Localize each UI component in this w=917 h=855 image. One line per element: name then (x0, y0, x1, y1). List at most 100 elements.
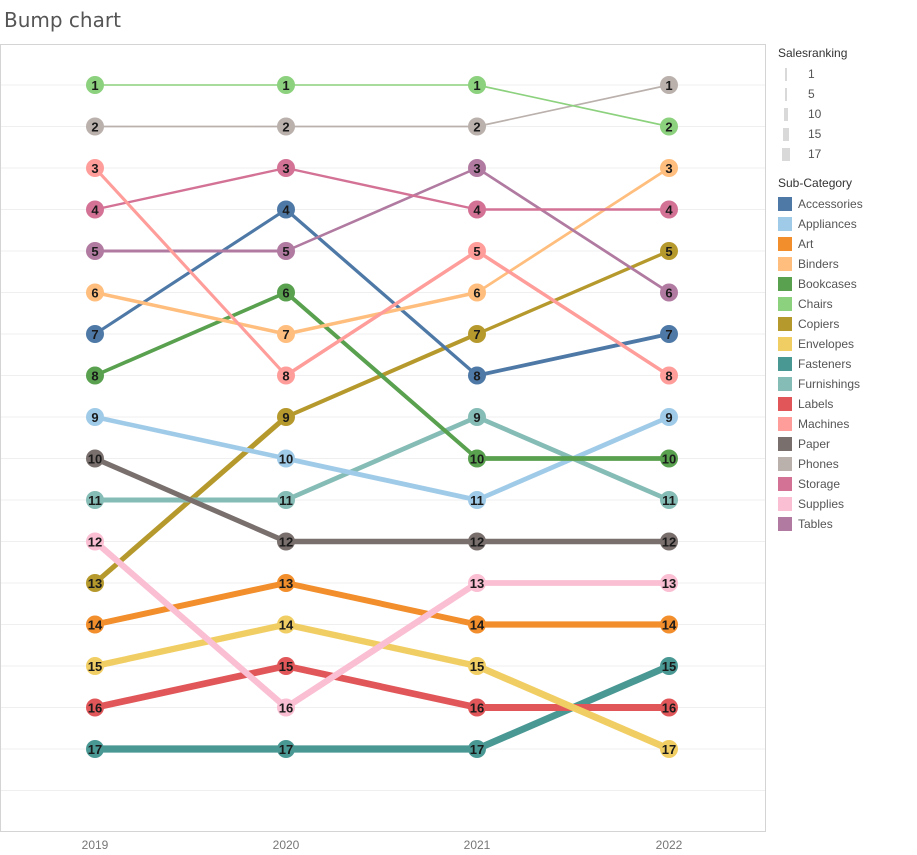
data-point-furnishings[interactable] (468, 408, 486, 426)
data-label: 10 (279, 452, 293, 467)
data-point-paper[interactable] (660, 532, 678, 551)
data-point-envelopes[interactable] (468, 657, 486, 675)
data-point-storage[interactable] (86, 200, 104, 219)
data-point-tables[interactable] (468, 159, 486, 177)
size-legend-item: 5 (778, 84, 847, 104)
data-point-envelopes[interactable] (86, 657, 104, 675)
data-point-fasteners[interactable] (660, 657, 678, 675)
data-point-phones[interactable] (660, 76, 678, 94)
data-point-binders[interactable] (468, 283, 486, 302)
data-point-accessories[interactable] (86, 325, 104, 343)
data-point-paper[interactable] (277, 532, 295, 551)
data-point-supplies[interactable] (86, 532, 104, 551)
data-point-phones[interactable] (86, 117, 104, 136)
data-point-chairs[interactable] (86, 76, 104, 94)
data-point-labels[interactable] (660, 698, 678, 717)
series-line-chairs (476, 84, 670, 128)
data-point-bookcases[interactable] (660, 449, 678, 468)
data-point-art[interactable] (277, 574, 295, 592)
legend-item-supplies[interactable]: Supplies (778, 494, 863, 514)
data-point-binders[interactable] (86, 283, 104, 302)
data-point-fasteners[interactable] (86, 740, 104, 758)
legend-label: Envelopes (798, 337, 855, 351)
legend-item-envelopes[interactable]: Envelopes (778, 334, 863, 354)
data-point-furnishings[interactable] (660, 491, 678, 509)
data-point-appliances[interactable] (660, 408, 678, 426)
data-point-phones[interactable] (468, 117, 486, 136)
data-point-copiers[interactable] (468, 325, 486, 343)
legend-item-copiers[interactable]: Copiers (778, 314, 863, 334)
data-point-storage[interactable] (277, 159, 295, 177)
legend-item-bookcases[interactable]: Bookcases (778, 274, 863, 294)
legend-item-tables[interactable]: Tables (778, 514, 863, 534)
data-point-machines[interactable] (660, 366, 678, 385)
data-point-tables[interactable] (86, 242, 104, 260)
data-point-chairs[interactable] (277, 76, 295, 94)
data-point-fasteners[interactable] (468, 740, 486, 758)
legend-item-chairs[interactable]: Chairs (778, 294, 863, 314)
x-tick-label: 2022 (656, 838, 683, 852)
series-line-bookcases (283, 290, 480, 461)
data-point-bookcases[interactable] (86, 366, 104, 385)
data-point-bookcases[interactable] (468, 449, 486, 468)
data-point-appliances[interactable] (86, 408, 104, 426)
data-label: 16 (470, 701, 484, 716)
data-point-storage[interactable] (660, 200, 678, 219)
data-point-paper[interactable] (86, 449, 104, 468)
legend-swatch (778, 437, 792, 451)
data-point-appliances[interactable] (277, 449, 295, 468)
data-point-furnishings[interactable] (86, 491, 104, 509)
data-point-accessories[interactable] (277, 200, 295, 219)
data-point-tables[interactable] (277, 242, 295, 260)
chart-title: Bump chart (4, 8, 121, 32)
legend-item-furnishings[interactable]: Furnishings (778, 374, 863, 394)
x-tick-label: 2021 (464, 838, 491, 852)
data-label: 1 (473, 78, 480, 93)
legend-swatch (778, 197, 792, 211)
data-point-art[interactable] (660, 615, 678, 634)
data-point-copiers[interactable] (86, 574, 104, 592)
legend-item-storage[interactable]: Storage (778, 474, 863, 494)
data-point-chairs[interactable] (468, 76, 486, 94)
data-point-labels[interactable] (277, 657, 295, 675)
data-point-art[interactable] (468, 615, 486, 634)
legend-item-binders[interactable]: Binders (778, 254, 863, 274)
data-point-accessories[interactable] (468, 366, 486, 385)
data-point-envelopes[interactable] (660, 740, 678, 758)
data-point-machines[interactable] (277, 366, 295, 385)
data-point-binders[interactable] (660, 159, 678, 177)
data-point-fasteners[interactable] (277, 740, 295, 758)
legend-item-phones[interactable]: Phones (778, 454, 863, 474)
data-point-art[interactable] (86, 615, 104, 634)
data-point-labels[interactable] (86, 698, 104, 717)
data-point-paper[interactable] (468, 532, 486, 551)
legend-item-accessories[interactable]: Accessories (778, 194, 863, 214)
data-point-storage[interactable] (468, 200, 486, 219)
data-point-appliances[interactable] (468, 491, 486, 509)
legend-item-paper[interactable]: Paper (778, 434, 863, 454)
data-point-copiers[interactable] (277, 408, 295, 426)
data-point-supplies[interactable] (277, 698, 295, 717)
data-point-furnishings[interactable] (277, 491, 295, 509)
data-point-supplies[interactable] (660, 574, 678, 592)
data-point-machines[interactable] (468, 242, 486, 260)
data-point-binders[interactable] (277, 325, 295, 343)
data-point-tables[interactable] (660, 283, 678, 302)
data-point-accessories[interactable] (660, 325, 678, 343)
legend-item-appliances[interactable]: Appliances (778, 214, 863, 234)
legend-item-art[interactable]: Art (778, 234, 863, 254)
legend-item-fasteners[interactable]: Fasteners (778, 354, 863, 374)
legend-item-labels[interactable]: Labels (778, 394, 863, 414)
data-point-copiers[interactable] (660, 242, 678, 260)
data-point-bookcases[interactable] (277, 283, 295, 302)
data-point-envelopes[interactable] (277, 615, 295, 634)
data-label: 12 (279, 535, 293, 550)
data-point-phones[interactable] (277, 117, 295, 136)
data-point-supplies[interactable] (468, 574, 486, 592)
data-point-labels[interactable] (468, 698, 486, 717)
data-point-machines[interactable] (86, 159, 104, 177)
legend-label: Copiers (798, 317, 840, 331)
legend-item-machines[interactable]: Machines (778, 414, 863, 434)
legend-label: Chairs (798, 297, 833, 311)
data-point-chairs[interactable] (660, 117, 678, 136)
